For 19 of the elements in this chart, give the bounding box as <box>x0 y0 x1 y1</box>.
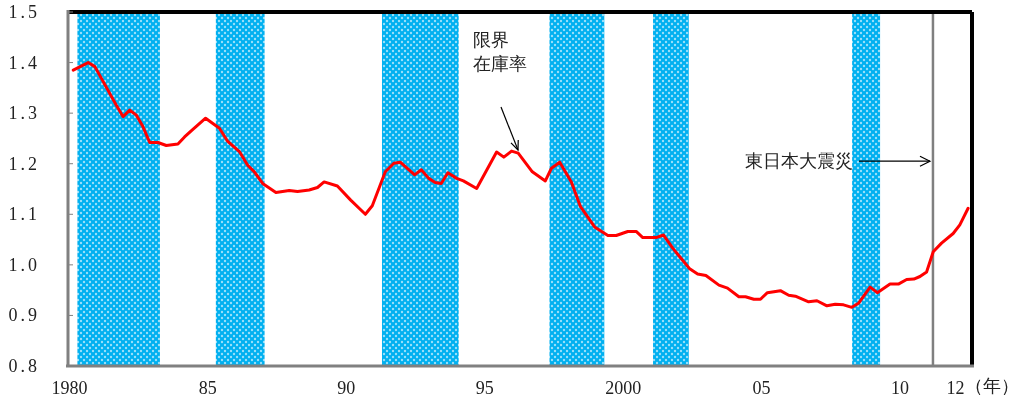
y-tick-label: 0.8 <box>8 356 40 376</box>
x-tick-label: 95 <box>475 378 494 398</box>
x-tick-label: 85 <box>198 378 217 398</box>
y-tick-label: 1.4 <box>8 52 40 73</box>
annotation: 限界在庫率 <box>473 30 527 74</box>
y-tick-label: 1.5 <box>8 2 40 22</box>
y-tick-label: 0.9 <box>8 305 40 326</box>
x-tick-label: 1980 <box>51 378 88 398</box>
x-tick-label: 05 <box>752 378 771 398</box>
x-axis-title: （年） <box>965 376 1019 396</box>
y-tick-label: 1.0 <box>8 254 40 275</box>
y-tick-label: 1.1 <box>8 204 40 225</box>
x-tick-label: 12 <box>946 378 965 398</box>
y-tick-label: 1.3 <box>8 103 40 124</box>
ref-line-label: 東日本大震災 <box>744 151 853 172</box>
x-tick-label: 90 <box>337 378 356 398</box>
x-tick-label: 2000 <box>605 378 642 398</box>
y-tick-label: 1.2 <box>8 153 40 174</box>
x-tick-label: 10 <box>891 378 910 398</box>
